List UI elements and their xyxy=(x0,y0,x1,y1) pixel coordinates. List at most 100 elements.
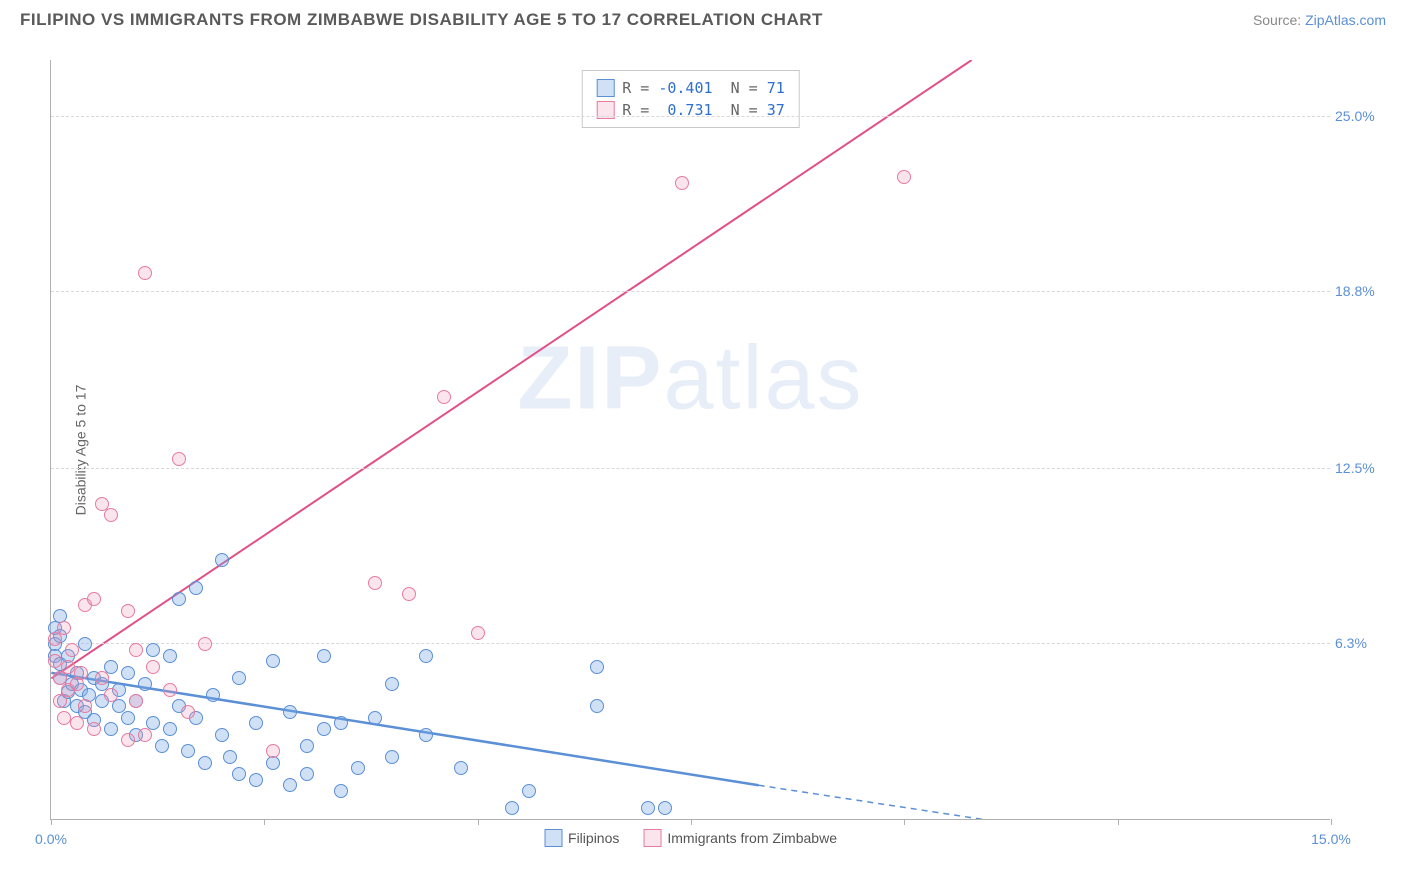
point-filipinos xyxy=(223,750,237,764)
y-tick-label: 18.8% xyxy=(1335,283,1380,299)
point-filipinos xyxy=(232,671,246,685)
point-zimbabwe xyxy=(87,592,101,606)
point-zimbabwe xyxy=(65,643,79,657)
point-filipinos xyxy=(300,739,314,753)
point-filipinos xyxy=(181,744,195,758)
swatch-blue-icon xyxy=(544,829,562,847)
stats-row-zimbabwe: R = 0.731 N = 37 xyxy=(596,99,785,121)
x-tick xyxy=(691,819,692,825)
point-zimbabwe xyxy=(897,170,911,184)
swatch-pink-icon xyxy=(643,829,661,847)
x-tick xyxy=(1118,819,1119,825)
point-filipinos xyxy=(198,756,212,770)
gridline-h xyxy=(51,643,1330,644)
point-filipinos xyxy=(334,784,348,798)
point-filipinos xyxy=(658,801,672,815)
point-filipinos xyxy=(590,699,604,713)
point-zimbabwe xyxy=(74,666,88,680)
gridline-h xyxy=(51,468,1330,469)
point-zimbabwe xyxy=(181,705,195,719)
point-filipinos xyxy=(419,649,433,663)
point-filipinos xyxy=(138,677,152,691)
stats-row-filipinos: R = -0.401 N = 71 xyxy=(596,77,785,99)
swatch-blue xyxy=(596,79,614,97)
point-filipinos xyxy=(351,761,365,775)
legend-item-filipinos: Filipinos xyxy=(544,829,619,847)
point-zimbabwe xyxy=(402,587,416,601)
point-filipinos xyxy=(300,767,314,781)
point-filipinos xyxy=(215,728,229,742)
x-tick xyxy=(51,819,52,825)
point-zimbabwe xyxy=(368,576,382,590)
point-filipinos xyxy=(163,649,177,663)
bottom-legend: Filipinos Immigrants from Zimbabwe xyxy=(544,829,837,847)
point-filipinos xyxy=(189,581,203,595)
point-zimbabwe xyxy=(437,390,451,404)
point-filipinos xyxy=(215,553,229,567)
point-filipinos xyxy=(104,722,118,736)
point-filipinos xyxy=(641,801,655,815)
x-tick xyxy=(478,819,479,825)
point-zimbabwe xyxy=(198,637,212,651)
point-filipinos xyxy=(78,637,92,651)
point-zimbabwe xyxy=(70,716,84,730)
watermark: ZIPatlas xyxy=(517,327,863,430)
point-filipinos xyxy=(368,711,382,725)
x-tick-label: 15.0% xyxy=(1311,831,1351,847)
point-zimbabwe xyxy=(104,508,118,522)
x-tick xyxy=(1331,819,1332,825)
point-filipinos xyxy=(266,654,280,668)
y-tick-label: 12.5% xyxy=(1335,460,1380,476)
point-zimbabwe xyxy=(121,733,135,747)
point-zimbabwe xyxy=(95,671,109,685)
chart-source: Source: ZipAtlas.com xyxy=(1253,12,1386,28)
point-filipinos xyxy=(232,767,246,781)
plot-area: ZIPatlas R = -0.401 N = 71 R = 0.731 N =… xyxy=(50,60,1330,820)
point-zimbabwe xyxy=(146,660,160,674)
point-zimbabwe xyxy=(129,643,143,657)
point-filipinos xyxy=(163,722,177,736)
point-filipinos xyxy=(419,728,433,742)
point-filipinos xyxy=(590,660,604,674)
point-filipinos xyxy=(334,716,348,730)
point-filipinos xyxy=(317,649,331,663)
gridline-h xyxy=(51,116,1330,117)
point-filipinos xyxy=(206,688,220,702)
point-filipinos xyxy=(317,722,331,736)
x-tick xyxy=(904,819,905,825)
point-filipinos xyxy=(505,801,519,815)
point-zimbabwe xyxy=(104,688,118,702)
point-zimbabwe xyxy=(138,728,152,742)
point-filipinos xyxy=(522,784,536,798)
point-zimbabwe xyxy=(87,722,101,736)
point-filipinos xyxy=(454,761,468,775)
y-tick-label: 25.0% xyxy=(1335,108,1380,124)
point-zimbabwe xyxy=(471,626,485,640)
source-link[interactable]: ZipAtlas.com xyxy=(1305,12,1386,28)
point-filipinos xyxy=(249,773,263,787)
point-filipinos xyxy=(249,716,263,730)
point-filipinos xyxy=(121,711,135,725)
point-zimbabwe xyxy=(121,604,135,618)
point-filipinos xyxy=(283,705,297,719)
chart-title: FILIPINO VS IMMIGRANTS FROM ZIMBABWE DIS… xyxy=(20,10,823,30)
chart-header: FILIPINO VS IMMIGRANTS FROM ZIMBABWE DIS… xyxy=(0,0,1406,35)
point-filipinos xyxy=(172,592,186,606)
point-filipinos xyxy=(283,778,297,792)
gridline-h xyxy=(51,291,1330,292)
point-zimbabwe xyxy=(266,744,280,758)
stats-legend: R = -0.401 N = 71 R = 0.731 N = 37 xyxy=(581,70,800,128)
legend-item-zimbabwe: Immigrants from Zimbabwe xyxy=(643,829,837,847)
trend-lines xyxy=(51,60,1330,819)
point-filipinos xyxy=(146,643,160,657)
point-zimbabwe xyxy=(129,694,143,708)
point-zimbabwe xyxy=(57,621,71,635)
x-tick xyxy=(264,819,265,825)
point-zimbabwe xyxy=(675,176,689,190)
point-filipinos xyxy=(121,666,135,680)
point-filipinos xyxy=(385,677,399,691)
point-filipinos xyxy=(155,739,169,753)
y-tick-label: 6.3% xyxy=(1335,635,1380,651)
point-zimbabwe xyxy=(138,266,152,280)
point-zimbabwe xyxy=(78,699,92,713)
